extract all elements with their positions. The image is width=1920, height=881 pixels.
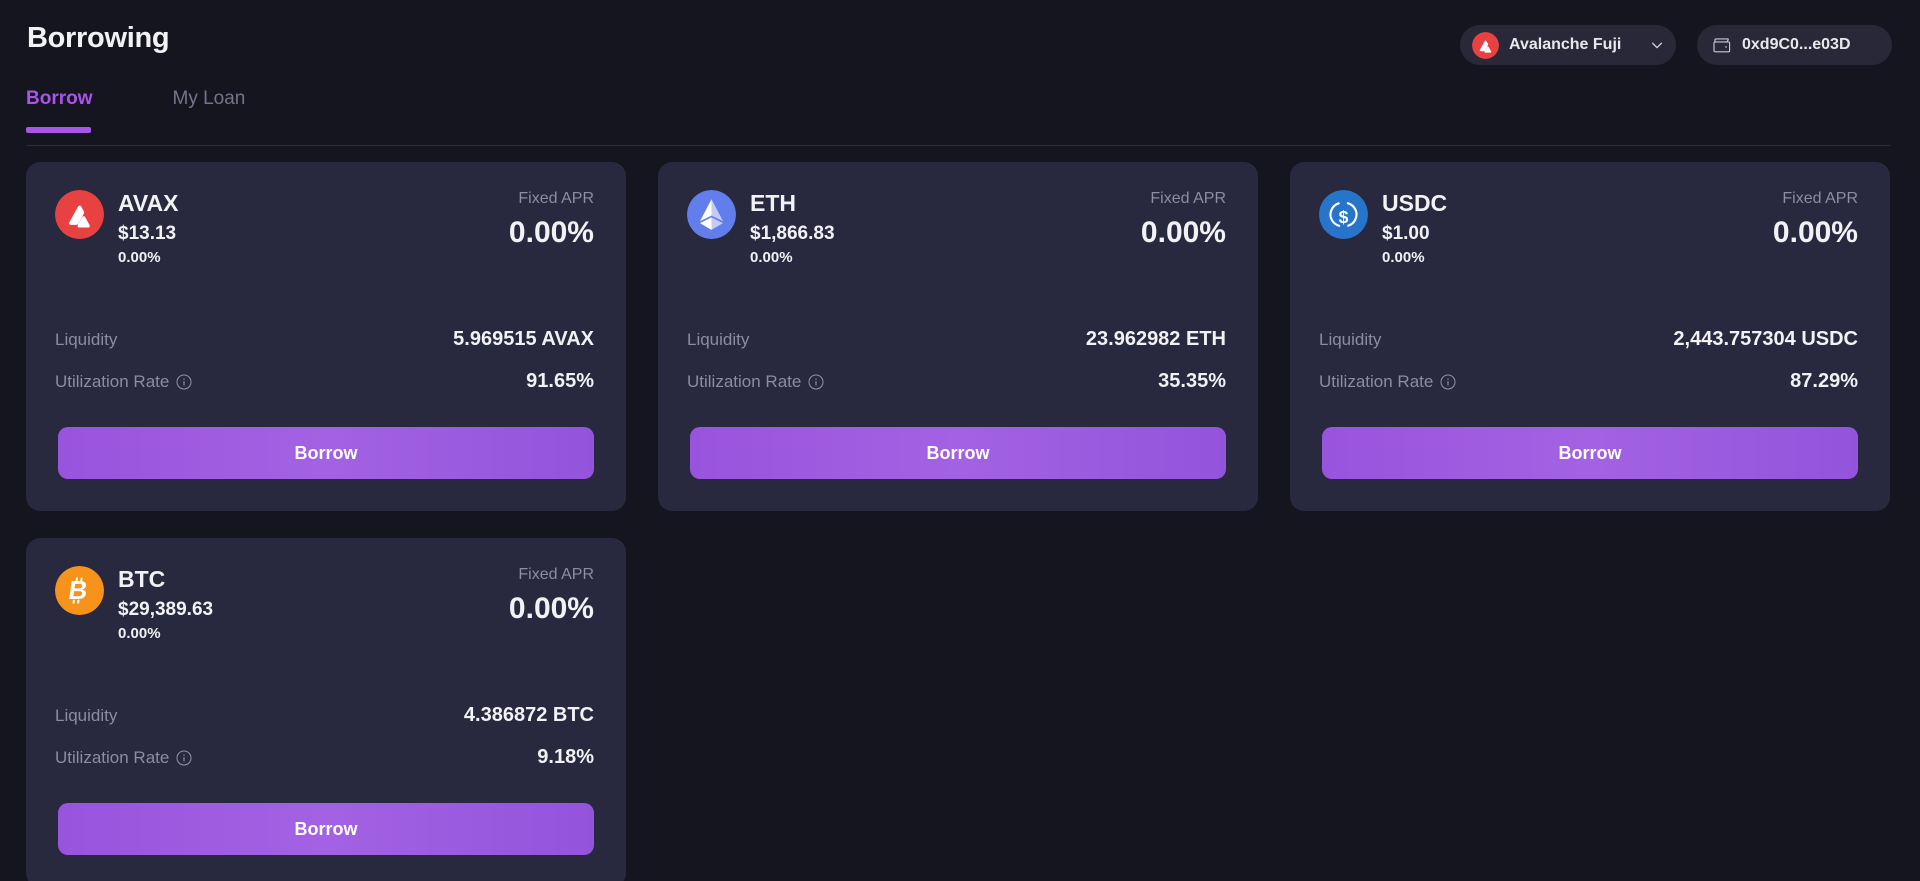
svg-text:$: $ — [1339, 207, 1349, 227]
